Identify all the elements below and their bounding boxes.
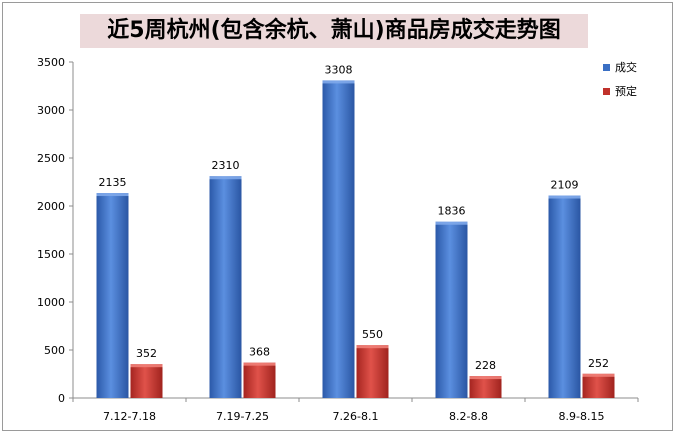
data-label: 1836 — [438, 205, 466, 218]
bar-top-cap — [469, 376, 502, 380]
axes: 0 500 1000 1500 2000 2500 3000 3500 7.12-7.18 7.1… — [37, 56, 639, 423]
bar-reserve — [469, 376, 502, 398]
y-tick-label: 1500 — [37, 248, 65, 261]
bar-top-cap — [130, 364, 163, 368]
bar-reserve — [130, 364, 163, 398]
data-label: 2310 — [212, 159, 240, 172]
bar-top-cap — [209, 176, 242, 180]
data-labels: 2135 352 2310 368 3308 550 1836 228 2109 252 — [99, 63, 610, 372]
bar-top-cap — [435, 221, 468, 225]
data-label: 228 — [475, 359, 496, 372]
y-tick-label: 3500 — [37, 56, 65, 69]
data-label: 3308 — [325, 63, 353, 76]
x-category-label: 7.19-7.25 — [216, 410, 269, 423]
x-category-label: 8.9-8.15 — [559, 410, 605, 423]
data-label: 2135 — [99, 176, 127, 189]
data-label: 252 — [588, 357, 609, 370]
bar-deal — [435, 221, 468, 398]
bar-top-cap — [356, 345, 389, 349]
bar-top-cap — [243, 362, 276, 366]
x-category-label: 7.12-7.18 — [103, 410, 156, 423]
x-category-label: 7.26-8.1 — [333, 410, 379, 423]
bars — [96, 80, 615, 398]
x-category-label: 8.2-8.8 — [449, 410, 488, 423]
legend-label: 成交 — [615, 60, 637, 74]
bar-top-cap — [548, 195, 581, 199]
legend-swatch — [603, 88, 610, 95]
y-tick-label: 0 — [58, 392, 65, 405]
data-label: 368 — [249, 346, 270, 359]
bar-top-cap — [582, 373, 615, 377]
bar-reserve — [356, 345, 389, 398]
data-label: 2109 — [551, 179, 579, 192]
bar-deal — [322, 80, 355, 398]
bar-reserve — [582, 373, 615, 398]
data-label: 352 — [136, 347, 157, 360]
bar-deal — [96, 193, 129, 398]
legend-label: 预定 — [615, 84, 637, 98]
y-tick-label: 2000 — [37, 200, 65, 213]
bar-reserve — [243, 362, 276, 398]
data-label: 550 — [362, 328, 383, 341]
legend-swatch — [603, 64, 610, 71]
y-tick-label: 500 — [44, 344, 65, 357]
chart-title: 近5周杭州(包含余杭、萧山)商品房成交走势图 — [80, 14, 588, 48]
bar-deal — [209, 176, 242, 398]
bar-top-cap — [322, 80, 355, 84]
y-tick-label: 3000 — [37, 104, 65, 117]
bar-deal — [548, 195, 581, 398]
y-tick-label: 2500 — [37, 152, 65, 165]
bar-top-cap — [96, 193, 129, 197]
y-tick-label: 1000 — [37, 296, 65, 309]
